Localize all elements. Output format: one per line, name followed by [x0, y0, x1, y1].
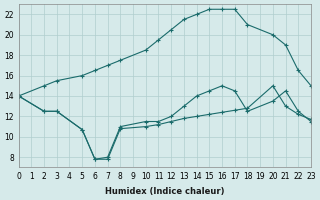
X-axis label: Humidex (Indice chaleur): Humidex (Indice chaleur): [105, 187, 225, 196]
